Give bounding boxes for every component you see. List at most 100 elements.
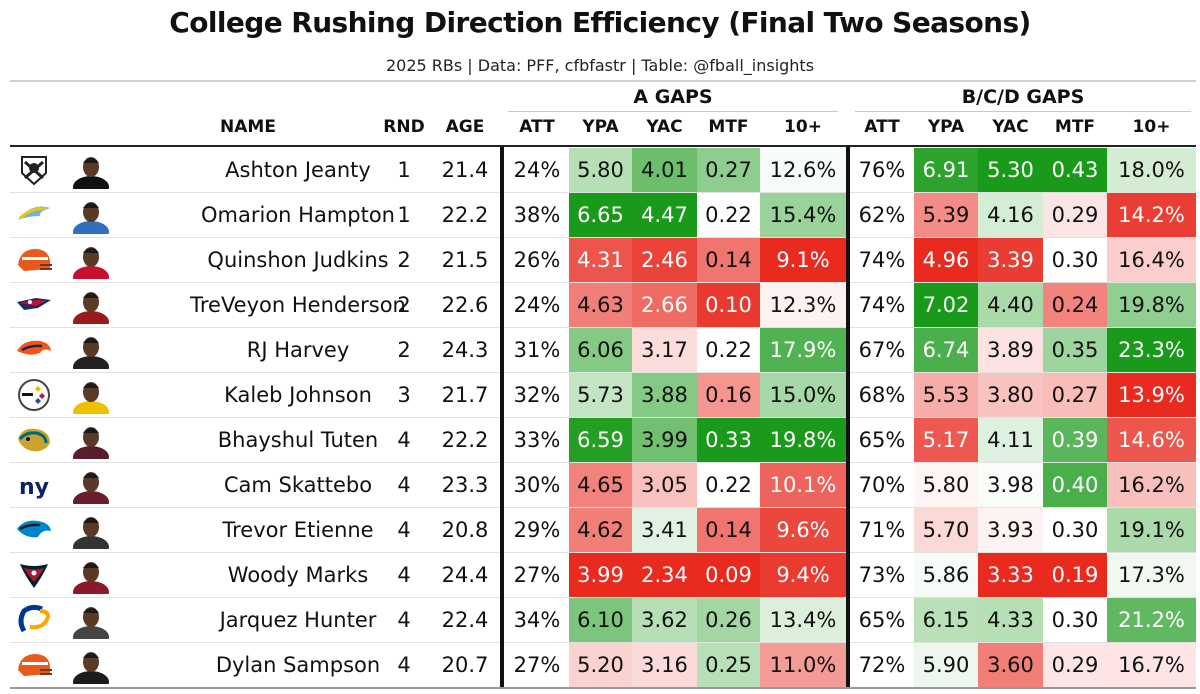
table-row: Quinshon Judkins 2 21.5 26% 4.31 2.46 0.14 9.1%… [10,238,1196,288]
cell-a-10: 13.4% [760,598,846,642]
cell-a-att: 24% [513,293,561,317]
cell-a-mtf: 0.16 [697,373,760,417]
cell-a-mtf: 0.22 [697,328,760,372]
cell-b-10: 16.7% [1107,643,1196,687]
cell-a-mtf: 0.09 [697,553,760,597]
cell-a-yac: 2.66 [632,283,697,327]
panthers-logo [14,513,54,547]
cell-rnd: 4 [397,563,411,587]
cell-b-ypa: 4.96 [914,238,978,282]
player-headshot [70,376,112,423]
bcd-gaps-header: B/C/D GAPS [961,86,1085,108]
cell-a-ypa: 5.20 [569,643,632,687]
table-row: Trevor Etienne 4 20.8 29% 4.62 3.41 0.14 9.6% 71… [10,508,1196,558]
row-separator [10,327,1196,328]
cell-a-ypa: 6.10 [569,598,632,642]
col-header-age: AGE [445,117,485,137]
svg-text:ny: ny [19,475,49,500]
row-separator [10,192,1196,193]
giants-logo: ny [14,468,54,502]
browns-logo [14,648,54,682]
cell-b-mtf: 0.30 [1043,238,1107,282]
patriots-logo [14,288,54,322]
cell-b-yac: 3.33 [978,553,1043,597]
bcd-gaps-underline [855,111,1191,112]
cell-b-yac: 3.60 [978,643,1043,687]
cell-a-10: 12.6% [760,148,846,192]
cell-b-ypa: 7.02 [914,283,978,327]
texans-logo [14,558,54,592]
row-separator [10,462,1196,463]
cell-a-ypa: 4.62 [569,508,632,552]
cell-a-att: 24% [513,158,561,182]
cell-b-ypa: 5.86 [914,553,978,597]
cell-age: 21.5 [441,248,489,272]
cell-b-ypa: 5.80 [914,463,978,507]
player-headshot [70,286,112,333]
cell-a-att: 29% [513,518,561,542]
cell-a-yac: 3.05 [632,463,697,507]
cell-b-att: 71% [858,518,906,542]
cell-a-ypa: 6.06 [569,328,632,372]
cell-a-mtf: 0.22 [697,193,760,237]
col-header-b-10: 10+ [1132,117,1171,137]
cell-age: 22.6 [441,293,489,317]
cell-a-10: 9.1% [760,238,846,282]
cell-name: Trevor Etienne [222,518,374,542]
cell-a-yac: 3.41 [632,508,697,552]
cell-b-att: 70% [858,473,906,497]
table-row: Omarion Hampton 1 22.2 38% 6.65 4.47 0.22 15.4%… [10,193,1196,243]
col-header-a-mtf: MTF [708,117,749,137]
cell-a-mtf: 0.10 [697,283,760,327]
cell-a-att: 33% [513,428,561,452]
cell-a-10: 9.6% [760,508,846,552]
cell-name: Kaleb Johnson [224,383,372,407]
chargers-logo [14,198,54,232]
cell-rnd: 4 [397,428,411,452]
player-headshot [70,421,112,468]
col-header-a-att: ATT [519,117,555,137]
cell-a-ypa: 4.63 [569,283,632,327]
raiders-logo [14,153,54,187]
table-row: Woody Marks 4 24.4 27% 3.99 2.34 0.09 9.4% 73% 5.… [10,553,1196,603]
cell-b-mtf: 0.24 [1043,283,1107,327]
cell-a-10: 15.4% [760,193,846,237]
table-row: TreVeyon Henderson 2 22.6 24% 4.63 2.66 0.10 12… [10,283,1196,333]
cell-b-ypa: 5.53 [914,373,978,417]
cell-b-10: 13.9% [1107,373,1196,417]
col-header-b-mtf: MTF [1054,117,1096,137]
table-row: Kaleb Johnson 3 21.7 32% 5.73 3.88 0.16 15.0% 68… [10,373,1196,423]
cell-a-yac: 3.62 [632,598,697,642]
col-header-rnd: RND [383,117,425,137]
cell-b-yac: 4.40 [978,283,1043,327]
col-header-a-10: 10+ [784,117,822,137]
cell-name: Woody Marks [227,563,369,587]
cell-rnd: 3 [397,383,411,407]
cell-b-mtf: 0.43 [1043,148,1107,192]
col-header-b-yac: YAC [992,117,1029,137]
cell-b-mtf: 0.29 [1043,643,1107,687]
cell-b-10: 14.2% [1107,193,1196,237]
cell-b-ypa: 6.15 [914,598,978,642]
cell-b-ypa: 5.90 [914,643,978,687]
cell-b-mtf: 0.19 [1043,553,1107,597]
cell-a-yac: 3.16 [632,643,697,687]
cell-a-yac: 3.17 [632,328,697,372]
steelers-logo [14,378,54,412]
cell-rnd: 2 [397,338,411,362]
cell-b-yac: 3.98 [978,463,1043,507]
a-gaps-header: A GAPS [633,86,713,108]
header-rule [10,145,1196,147]
cell-b-att: 65% [858,608,906,632]
cell-age: 20.8 [441,518,489,542]
cell-b-10: 21.2% [1107,598,1196,642]
cell-b-att: 76% [858,158,906,182]
browns-logo [14,243,54,277]
cell-a-att: 26% [513,248,561,272]
cell-name: Dylan Sampson [215,653,381,677]
row-separator [10,507,1196,508]
cell-a-10: 19.8% [760,418,846,462]
cell-b-att: 68% [858,383,906,407]
cell-b-10: 19.8% [1107,283,1196,327]
cell-b-mtf: 0.27 [1043,373,1107,417]
